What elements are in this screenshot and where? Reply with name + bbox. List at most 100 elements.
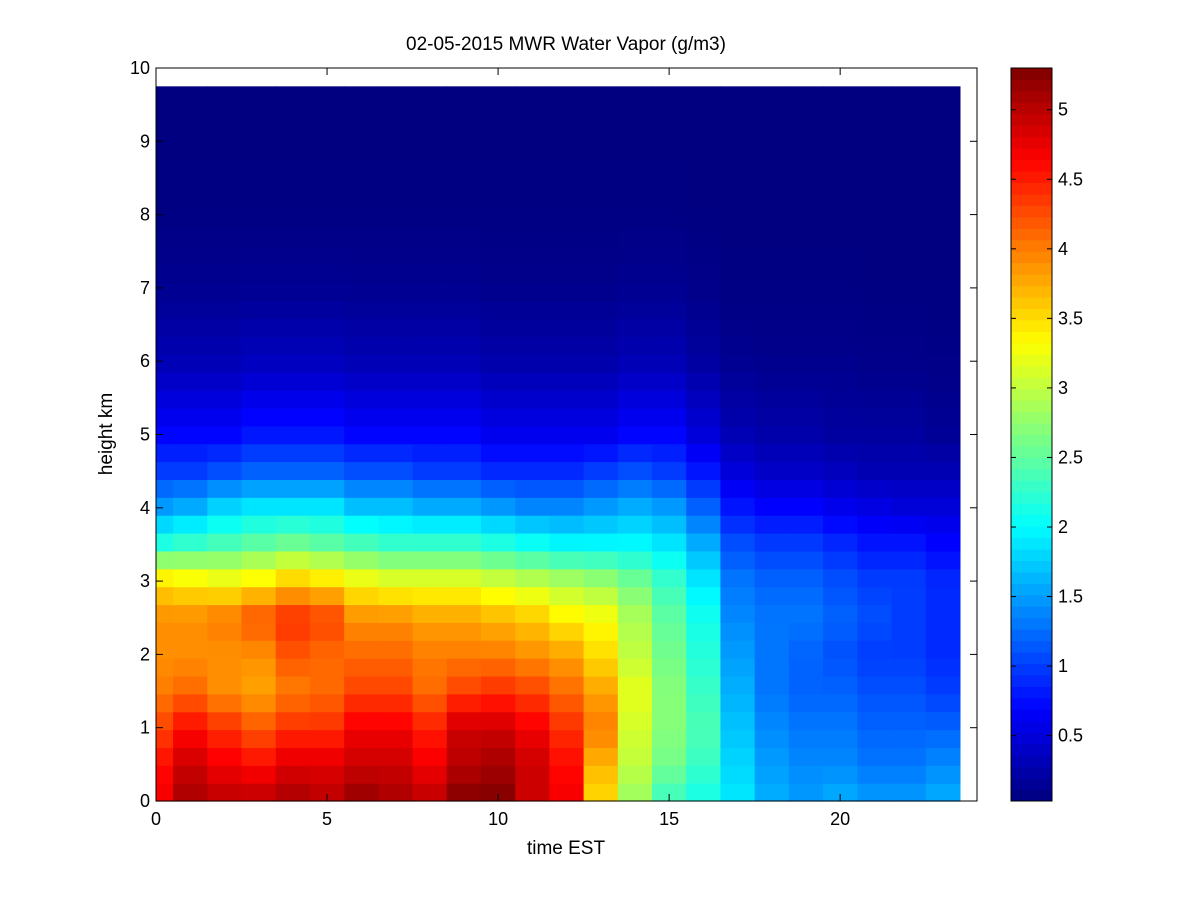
heatmap-cell	[549, 604, 585, 623]
heatmap-cell	[583, 390, 619, 409]
heatmap-cell	[788, 479, 824, 498]
colorbar-segment	[1011, 652, 1052, 665]
heatmap-cell	[823, 104, 858, 123]
heatmap-cell	[754, 139, 790, 159]
heatmap-cell	[720, 139, 756, 159]
heatmap-cell	[275, 533, 311, 552]
heatmap-cell	[309, 390, 345, 409]
heatmap-cell	[925, 264, 961, 284]
heatmap-cell	[857, 264, 893, 284]
heatmap-cell	[583, 282, 619, 302]
heatmap-cell	[686, 175, 722, 195]
heatmap-cell	[480, 765, 516, 784]
heatmap-cell	[156, 372, 174, 391]
colorbar-segment	[1011, 182, 1052, 195]
heatmap-cell	[156, 622, 174, 641]
y-axis: 0 1 2 3 4 5 6 7 8 9 10	[130, 58, 977, 811]
heatmap-cell	[925, 622, 961, 641]
heatmap-cell	[823, 515, 858, 534]
heatmap-cell	[378, 282, 414, 302]
heatmap-cell	[241, 193, 277, 212]
heatmap-cell	[344, 425, 379, 445]
heatmap-cell	[583, 533, 619, 552]
heatmap-cell	[156, 747, 174, 766]
heatmap-cell	[480, 336, 516, 355]
heatmap-cell	[754, 407, 790, 427]
heatmap-cell	[788, 497, 824, 516]
heatmap-cell	[925, 300, 961, 320]
heatmap-cell	[378, 533, 414, 552]
heatmap-cell	[754, 711, 790, 731]
heatmap-cell	[617, 229, 653, 248]
y-tick-label: 4	[140, 498, 150, 518]
heatmap-cell	[720, 461, 756, 480]
heatmap-cell	[925, 533, 961, 552]
heatmap-cell	[515, 390, 550, 409]
heatmap-cell	[207, 711, 243, 731]
heatmap-cell	[583, 407, 619, 427]
heatmap-cell	[378, 157, 414, 177]
heatmap-cell	[788, 247, 824, 266]
heatmap-cell	[480, 157, 516, 177]
heatmap-cell	[378, 264, 414, 284]
heatmap-cell	[617, 533, 653, 552]
heatmap-cell	[378, 461, 414, 480]
heatmap-cell	[412, 533, 448, 552]
heatmap-cell	[788, 211, 824, 230]
heatmap-cell	[652, 747, 687, 766]
heatmap-cell	[549, 658, 585, 677]
heatmap-cell	[173, 640, 208, 659]
heatmap-cell	[412, 586, 448, 606]
heatmap-cell	[788, 175, 824, 195]
heatmap-cell	[412, 729, 448, 748]
colorbar-axis: 0.5 1 1.5 2 2.5 3 3.5 4 4.5 5	[1011, 100, 1083, 746]
heatmap-cell	[480, 586, 516, 606]
heatmap-cell	[686, 479, 722, 498]
colorbar-segment	[1011, 560, 1052, 573]
colorbar-tick-label: 3.5	[1058, 308, 1083, 328]
heatmap-cell	[446, 175, 482, 195]
heatmap-cell	[583, 300, 619, 320]
heatmap-cell	[686, 693, 722, 713]
heatmap-cell	[207, 282, 243, 302]
heatmap-cell	[652, 711, 687, 731]
heatmap-cell	[617, 461, 653, 480]
colorbar-segment	[1011, 457, 1052, 470]
heatmap-cell	[652, 86, 687, 105]
heatmap-cell	[891, 300, 927, 320]
heatmap-cell	[309, 336, 345, 355]
heatmap-cell	[857, 175, 893, 195]
heatmap-cell	[754, 783, 790, 802]
heatmap-cell	[823, 175, 858, 195]
heatmap-cell	[156, 193, 174, 212]
heatmap-cell	[720, 193, 756, 212]
heatmap-cell	[788, 711, 824, 731]
heatmap-cell	[275, 407, 311, 427]
heatmap-cell	[156, 336, 174, 355]
heatmap-cell	[857, 783, 893, 802]
colorbar-segment	[1011, 526, 1052, 539]
heatmap-cell	[446, 765, 482, 784]
heatmap-cell	[207, 443, 243, 463]
heatmap-cell	[515, 729, 550, 748]
heatmap-cell	[412, 390, 448, 409]
heatmap-cell	[720, 729, 756, 748]
heatmap-cell	[207, 264, 243, 284]
heatmap-cell	[156, 461, 174, 480]
heatmap-cell	[549, 515, 585, 534]
y-tick-label: 0	[140, 791, 150, 811]
heatmap-cell	[754, 193, 790, 212]
heatmap-cell	[652, 247, 687, 266]
heatmap-cell	[446, 640, 482, 659]
heatmap-cell	[686, 318, 722, 338]
heatmap-cell	[788, 390, 824, 409]
colorbar-segment	[1011, 113, 1052, 126]
heatmap-cell	[207, 139, 243, 159]
heatmap-cell	[823, 229, 858, 248]
heatmap-cell	[891, 693, 927, 713]
heatmap-cell	[309, 229, 345, 248]
heatmap-cell	[156, 229, 174, 248]
heatmap-cell	[720, 622, 756, 641]
heatmap-cell	[925, 693, 961, 713]
colorbar-segment	[1011, 423, 1052, 435]
